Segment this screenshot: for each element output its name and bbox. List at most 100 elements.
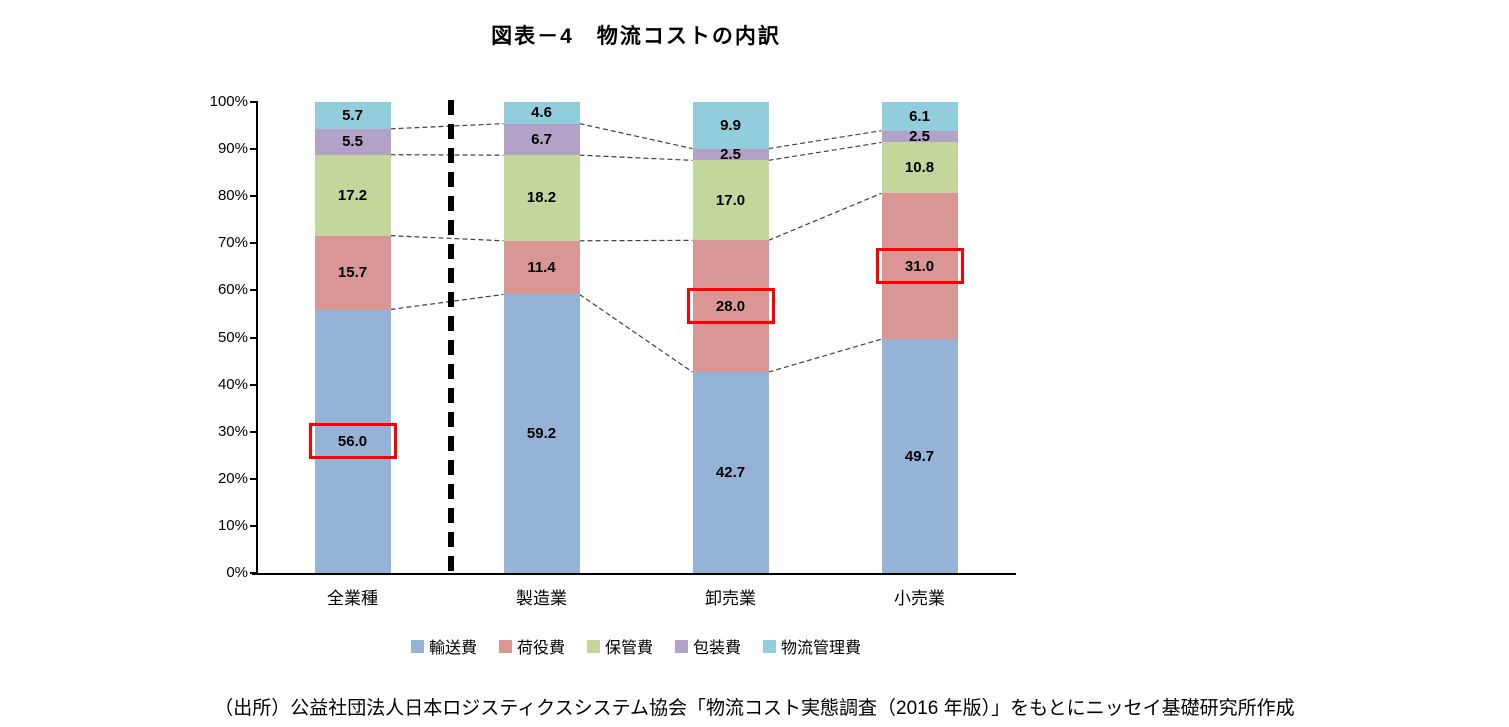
x-axis-label: 製造業	[516, 589, 567, 608]
legend-label: 輸送費	[428, 640, 477, 657]
y-axis-tick-mark	[250, 289, 256, 292]
connector-dashed-line	[768, 338, 882, 373]
y-axis-tick-label: 70%	[217, 234, 248, 252]
legend-label: 荷役費	[516, 640, 565, 657]
segment-value-label: 4.6	[531, 104, 552, 122]
bar-segment: 56.0	[308, 309, 397, 573]
bar-segment: 49.7	[881, 339, 958, 573]
bar-segment: 42.7	[692, 372, 769, 573]
stacked-bar-2: 9.9 2.5 17.0 28.0 42.7	[686, 102, 775, 573]
connector-dashed-line	[579, 293, 693, 373]
bar-segment: 5.5	[314, 128, 391, 155]
x-axis-line	[252, 573, 1016, 575]
stacked-bar-0: 5.7 5.5 17.2 15.7 56.0	[308, 102, 397, 573]
legend-item: 保管費	[586, 634, 653, 658]
y-axis-tick-mark	[250, 336, 256, 339]
bar-segment: 5.7	[314, 102, 391, 129]
bar-segment: 11.4	[503, 240, 580, 295]
connector-dashed-line	[390, 235, 504, 242]
y-axis-tick-label: 50%	[217, 328, 248, 346]
connector-dashed-line	[390, 123, 504, 130]
legend-swatch	[410, 639, 424, 653]
segment-value-label: 31.0	[904, 257, 935, 275]
y-axis-tick-mark	[250, 524, 256, 527]
segment-value-label: 56.0	[337, 432, 368, 450]
y-axis-tick-label: 90%	[217, 140, 248, 158]
segment-value-label: 49.7	[904, 447, 935, 465]
bar-segment: 2.5	[692, 145, 769, 163]
bar-segment: 6.7	[503, 123, 580, 156]
connector-dashed-line	[579, 154, 693, 161]
source-note: （出所）公益社団法人日本ロジスティクスシステム協会「物流コスト実態調査（2016…	[214, 698, 1295, 719]
connector-dashed-line	[768, 192, 882, 241]
stacked-bar-1: 4.6 6.7 18.2 11.4 59.2	[503, 102, 580, 573]
segment-value-label: 42.7	[715, 464, 746, 482]
segment-value-label: 6.1	[909, 107, 930, 125]
y-axis-tick-mark	[250, 430, 256, 433]
segment-value-label: 2.5	[909, 128, 930, 146]
y-axis-tick-mark	[250, 383, 256, 386]
x-axis-label: 全業種	[327, 589, 378, 608]
legend-item: 物流管理費	[763, 634, 861, 658]
connector-dashed-line	[768, 130, 882, 150]
segment-value-label: 15.7	[337, 264, 368, 282]
bar-segment: 18.2	[503, 155, 580, 241]
connector-dashed-line	[768, 141, 882, 161]
legend-swatch	[586, 639, 600, 653]
legend: 輸送費 荷役費 保管費 包装費 物流管理費	[258, 634, 1014, 658]
y-axis-tick-mark	[250, 148, 256, 151]
bar-segment: 10.8	[881, 142, 958, 194]
legend-swatch	[498, 639, 512, 653]
legend-swatch	[763, 639, 777, 653]
bar-segment: 2.5	[881, 128, 958, 146]
bar-segment: 17.0	[692, 160, 769, 241]
y-axis-tick-label: 40%	[217, 375, 248, 393]
segment-value-label: 10.8	[904, 159, 935, 177]
bar-segment: 28.0	[686, 240, 775, 373]
segment-value-label: 5.5	[342, 133, 363, 151]
y-axis-tick-label: 10%	[217, 516, 248, 534]
y-axis-tick-mark	[250, 477, 256, 480]
legend-item: 荷役費	[498, 634, 565, 658]
segment-value-label: 28.0	[715, 297, 746, 315]
stacked-bar-3: 6.1 2.5 10.8 31.0 49.7	[875, 102, 964, 573]
bar-segment: 59.2	[503, 294, 580, 573]
y-axis-tick-label: 0%	[226, 564, 248, 581]
y-axis-tick-label: 20%	[217, 469, 248, 487]
chart-title: 図表－4 物流コストの内訳	[491, 25, 781, 48]
bar-segment: 31.0	[875, 193, 964, 340]
y-axis-tick-mark	[250, 242, 256, 245]
y-axis-tick-mark	[250, 101, 256, 103]
y-axis-tick-label: 100%	[209, 93, 248, 110]
segment-value-label: 2.5	[720, 145, 741, 163]
segment-value-label: 18.2	[526, 189, 557, 207]
legend-label: 保管費	[604, 640, 653, 657]
segment-value-label: 9.9	[720, 116, 741, 134]
y-axis-tick-mark	[250, 195, 256, 198]
x-axis-label: 小売業	[894, 589, 945, 608]
segment-value-label: 17.0	[715, 191, 746, 209]
legend-label: 物流管理費	[781, 640, 862, 657]
x-axis-label: 卸売業	[705, 589, 756, 608]
y-axis-tick-label: 30%	[217, 422, 248, 440]
legend-item: 輸送費	[410, 634, 477, 658]
segment-value-label: 17.2	[337, 186, 368, 204]
y-axis-tick-label: 60%	[217, 281, 248, 299]
plot-area: 5.7 5.5 17.2 15.7 56.0 4.6 6.7 18.2 11.4 59.2 9.9 2…	[258, 100, 1014, 573]
bar-segment: 17.2	[314, 154, 391, 236]
segment-value-label: 5.7	[342, 106, 363, 124]
legend-item: 包装費	[675, 634, 741, 658]
legend-swatch	[675, 639, 688, 653]
segment-value-label: 59.2	[526, 425, 557, 443]
connector-dashed-line	[390, 293, 504, 311]
legend-label: 包装費	[693, 640, 742, 657]
connector-lines	[390, 100, 882, 573]
bar-segment: 9.9	[692, 102, 769, 149]
y-axis-line	[256, 101, 258, 575]
connector-dashed-line	[579, 123, 693, 150]
bar-segment: 15.7	[314, 235, 391, 310]
segment-value-label: 11.4	[527, 259, 556, 277]
y-axis-tick-mark	[250, 572, 256, 574]
bar-segment: 6.1	[881, 102, 958, 131]
